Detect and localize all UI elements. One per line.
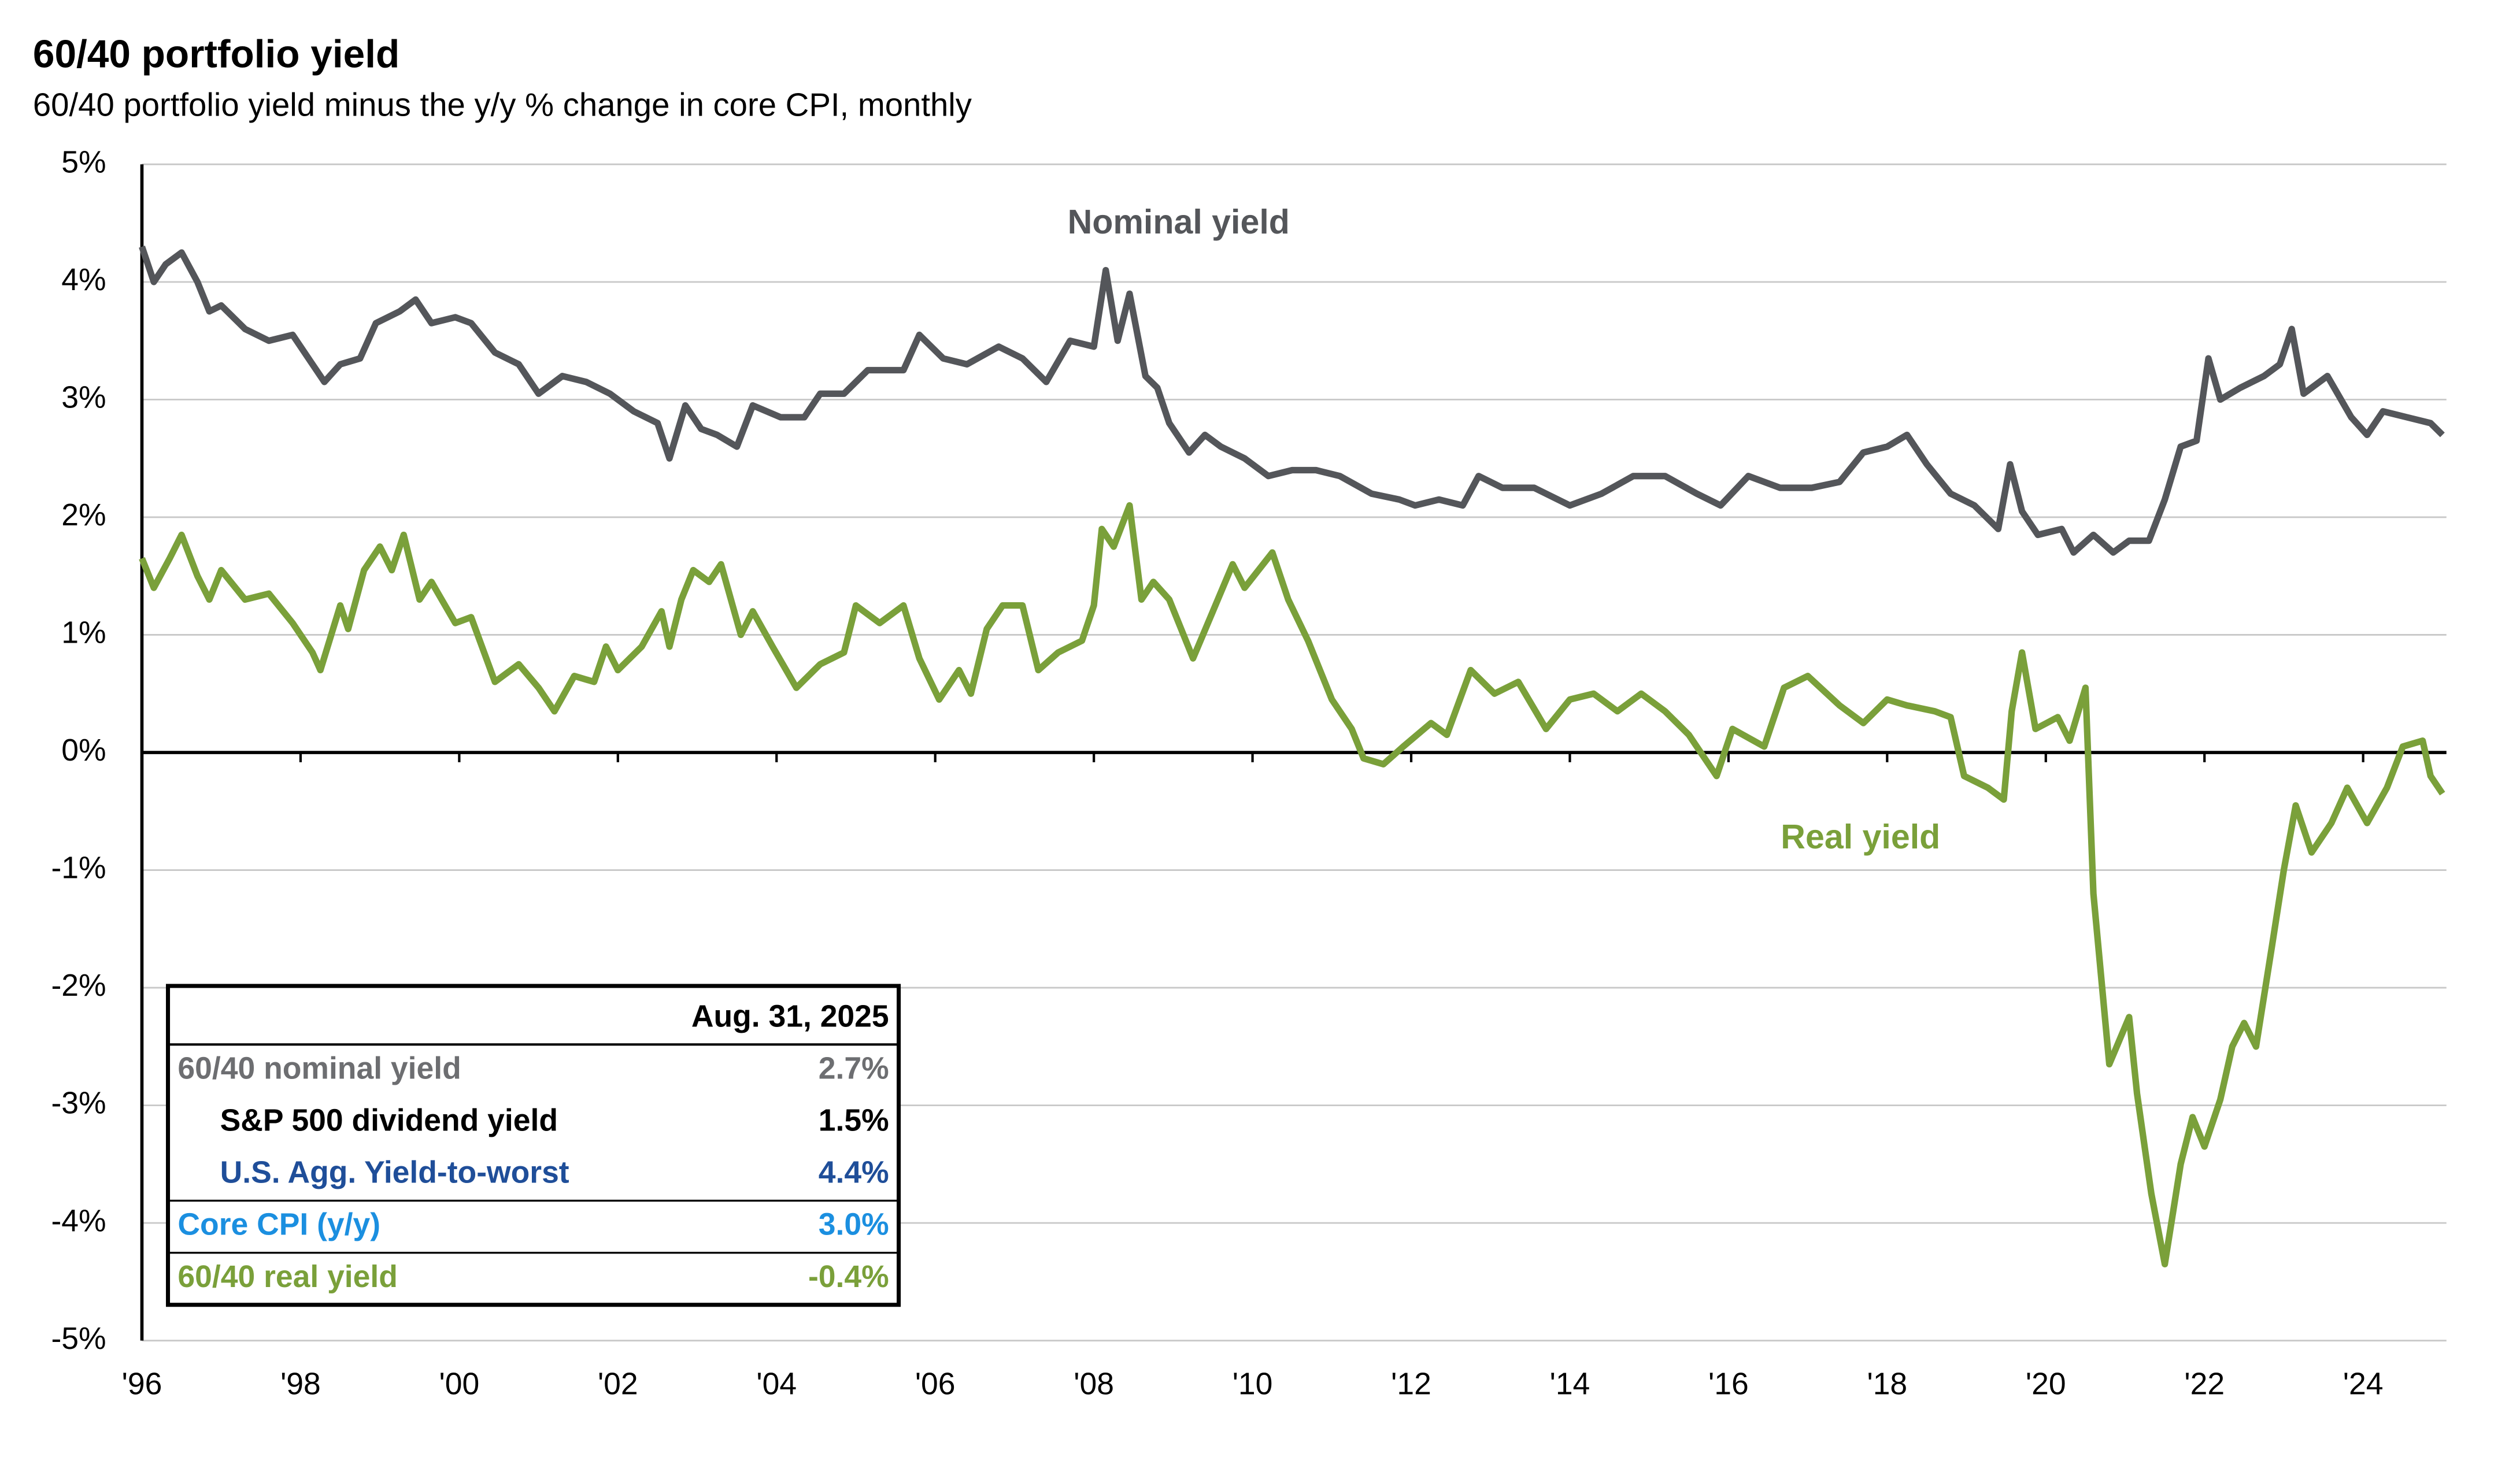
series-label: Real yield xyxy=(1781,817,1940,856)
x-tick-label: '02 xyxy=(598,1367,638,1401)
y-tick-label: -2% xyxy=(51,969,106,1003)
table-label: U.S. Agg. Yield-to-worst xyxy=(220,1156,569,1190)
x-tick-label: '10 xyxy=(1233,1367,1273,1401)
x-tick-label: '96 xyxy=(122,1367,162,1401)
table-label: S&P 500 dividend yield xyxy=(220,1104,558,1138)
x-tick-label: '24 xyxy=(2343,1367,2384,1401)
y-tick-label: 2% xyxy=(61,498,106,532)
y-tick-label: -4% xyxy=(51,1204,106,1238)
x-tick-label: '22 xyxy=(2184,1367,2225,1401)
x-tick-label: '14 xyxy=(1550,1367,1590,1401)
y-tick-label: -3% xyxy=(51,1087,106,1121)
table-value: 3.0% xyxy=(819,1208,889,1242)
table-label: 60/40 real yield xyxy=(177,1260,398,1294)
series-line xyxy=(139,502,2445,1267)
chart-subtitle: 60/40 portfolio yield minus the y/y % ch… xyxy=(33,87,972,123)
x-tick-label: '00 xyxy=(439,1367,480,1401)
table-value: 4.4% xyxy=(819,1156,889,1190)
x-tick-label: '06 xyxy=(915,1367,956,1401)
y-tick-label: 5% xyxy=(61,145,106,179)
table-value: 1.5% xyxy=(819,1104,889,1138)
y-tick-label: 0% xyxy=(61,733,106,767)
x-tick-label: '16 xyxy=(1708,1367,1749,1401)
table-label: 60/40 nominal yield xyxy=(177,1051,461,1085)
x-tick-label: '20 xyxy=(2026,1367,2066,1401)
x-tick-label: '04 xyxy=(756,1367,797,1401)
chart-title: 60/40 portfolio yield xyxy=(33,32,399,76)
table-value: 2.7% xyxy=(819,1051,889,1085)
x-tick-label: '98 xyxy=(280,1367,321,1401)
y-tick-label: -1% xyxy=(51,851,106,885)
y-tick-label: 1% xyxy=(61,616,106,650)
x-tick-label: '12 xyxy=(1391,1367,1431,1401)
y-tick-label: -5% xyxy=(51,1322,106,1356)
x-tick-label: '08 xyxy=(1074,1367,1114,1401)
y-tick-label: 4% xyxy=(61,263,106,297)
x-tick-label: '18 xyxy=(1867,1367,1907,1401)
table-value: -0.4% xyxy=(808,1260,889,1294)
y-tick-label: 3% xyxy=(61,381,106,415)
table-header: Aug. 31, 2025 xyxy=(691,999,889,1033)
table-label: Core CPI (y/y) xyxy=(177,1208,380,1242)
series-label: Nominal yield xyxy=(1068,202,1290,241)
series-line xyxy=(139,246,2445,556)
table-box xyxy=(166,984,901,1307)
